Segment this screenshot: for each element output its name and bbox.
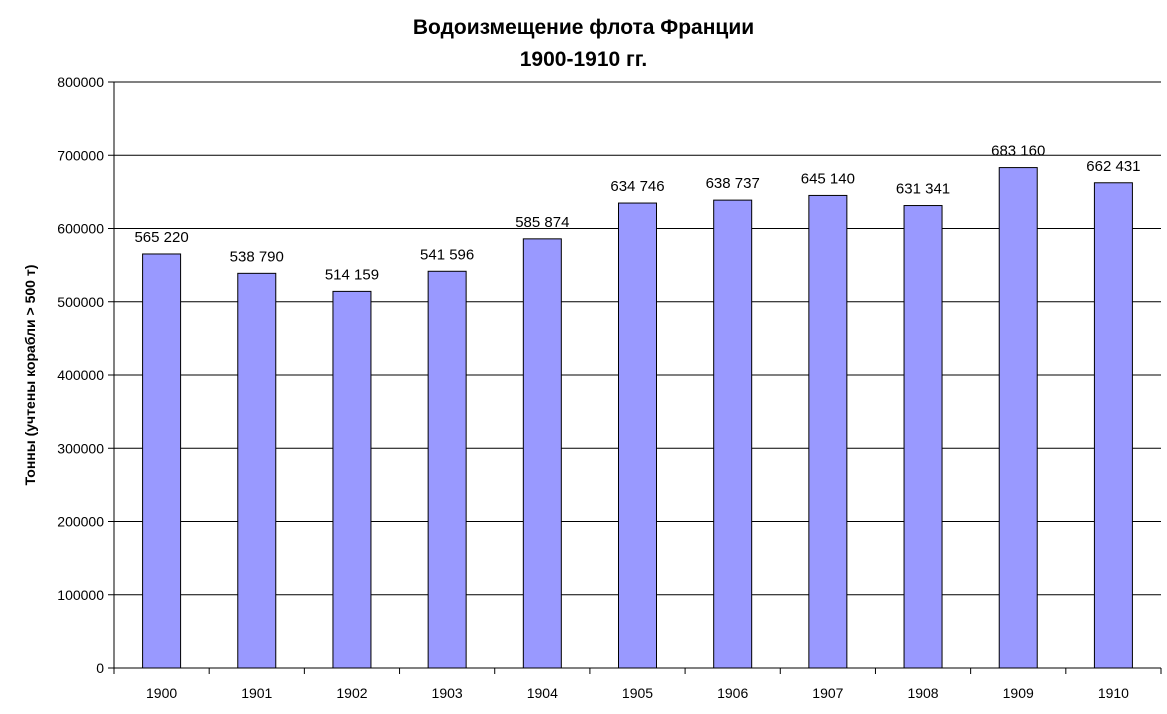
y-tick-label: 800000 (57, 74, 104, 90)
bar (998, 167, 1038, 669)
x-tick-label: 1902 (336, 685, 367, 701)
y-tick-label: 0 (96, 660, 104, 676)
chart-title: Водоизмещение флота Франции (412, 16, 755, 39)
data-label: 538 790 (230, 248, 284, 265)
data-label: 565 220 (134, 229, 188, 246)
x-tick-label: 1904 (527, 685, 558, 701)
x-tick-label: 1909 (1003, 685, 1034, 701)
bar (903, 205, 943, 669)
data-label: 585 874 (515, 214, 569, 231)
bar (332, 290, 372, 669)
x-tick-label: 1903 (432, 685, 463, 701)
bar (237, 272, 277, 669)
x-tick-label: 1901 (241, 685, 272, 701)
y-tick-label: 700000 (57, 147, 104, 163)
y-tick-label: 100000 (57, 587, 104, 603)
y-tick-label: 300000 (57, 440, 104, 456)
bar (522, 238, 562, 669)
data-label: 662 431 (1086, 158, 1140, 175)
data-label: 634 746 (610, 178, 664, 195)
chart-subtitle: 1900-1910 гг. (519, 48, 648, 71)
x-tick-label: 1910 (1098, 685, 1129, 701)
data-label: 541 596 (420, 246, 474, 263)
bar (427, 270, 467, 669)
y-tick-label: 600000 (57, 221, 104, 237)
data-label: 683 160 (991, 143, 1045, 160)
x-tick-label: 1905 (622, 685, 653, 701)
y-tick-label: 500000 (57, 294, 104, 310)
data-label: 638 737 (706, 175, 760, 192)
bar (808, 194, 848, 669)
data-label: 514 159 (325, 266, 379, 283)
bar (618, 202, 657, 669)
bar (713, 199, 753, 669)
data-label: 645 140 (801, 170, 855, 187)
y-tick-label: 400000 (57, 367, 104, 383)
x-tick-label: 1900 (146, 685, 177, 701)
bar (1093, 182, 1133, 669)
x-tick-label: 1907 (812, 685, 843, 701)
bar (142, 253, 182, 669)
x-tick-label: 1908 (907, 685, 938, 701)
x-tick-label: 1906 (717, 685, 748, 701)
y-tick-label: 200000 (57, 514, 104, 530)
data-label: 631 341 (896, 181, 950, 198)
